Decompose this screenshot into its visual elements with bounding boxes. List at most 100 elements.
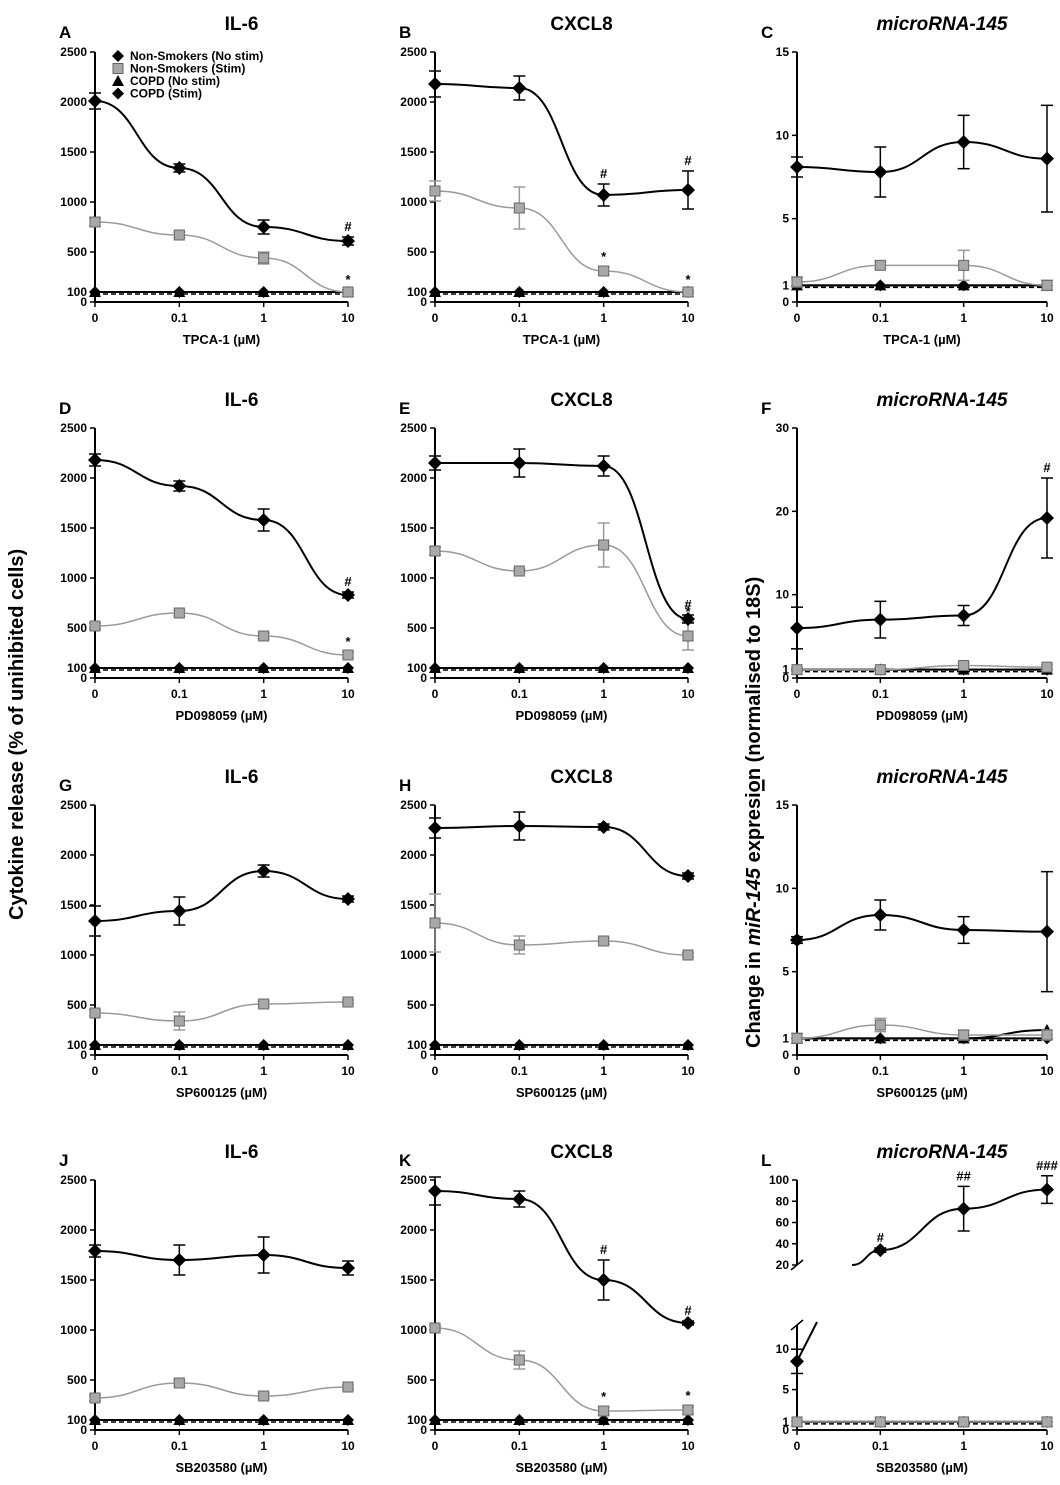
significance-mark: # — [684, 1303, 692, 1318]
data-point — [512, 819, 527, 833]
y-tick-label: 1000 — [400, 195, 427, 209]
y-tick-label: 10 — [776, 1342, 790, 1356]
y-tick-label: 500 — [407, 1373, 427, 1387]
y-tick-label: 1000 — [60, 1323, 87, 1337]
data-point — [258, 630, 270, 642]
series-0 — [429, 1414, 694, 1426]
x-axis-label: SB203580 (µM) — [175, 1460, 267, 1475]
x-tick-label: 0.1 — [171, 1439, 188, 1453]
series-1: ** — [429, 180, 694, 298]
data-point — [957, 279, 970, 292]
panel-letter: J — [59, 1151, 68, 1170]
series-0 — [89, 286, 354, 298]
series-3: ## — [428, 1176, 695, 1330]
series-0 — [89, 1039, 354, 1051]
data-point — [256, 1248, 271, 1262]
series-line — [796, 1029, 1048, 1040]
data-point — [88, 453, 102, 467]
data-point — [874, 1019, 886, 1031]
series-line — [796, 913, 1048, 941]
x-tick-label: 1 — [960, 687, 967, 701]
x-tick-label: 1 — [960, 1064, 967, 1078]
data-point — [429, 662, 441, 674]
legend-marker-diamond — [112, 87, 124, 100]
data-point — [172, 161, 187, 175]
series-line — [94, 1250, 349, 1269]
significance-mark: * — [685, 272, 691, 287]
shared-y-axis-label-left: Cytokine release (% of unihibited cells) — [6, 548, 28, 920]
data-point — [88, 914, 102, 928]
panel-title: microRNA-145 — [877, 390, 1008, 411]
series-line — [94, 100, 349, 242]
data-point — [874, 664, 886, 676]
panel-letter: L — [761, 1151, 771, 1170]
data-point — [341, 892, 355, 906]
y-tick-label: 100 — [67, 661, 87, 675]
data-point — [173, 1414, 186, 1426]
significance-mark: # — [684, 153, 692, 168]
significance-mark: * — [685, 1388, 691, 1403]
series-line — [434, 544, 689, 637]
y-tick-label: 2000 — [60, 471, 87, 485]
y-tick-label: 0 — [782, 1048, 789, 1062]
x-tick-label: 10 — [681, 311, 695, 325]
x-tick-label: 1 — [260, 1064, 267, 1078]
data-point — [596, 188, 611, 202]
y-tick-label: 100 — [407, 1038, 427, 1052]
y-tick-label: 1500 — [60, 145, 87, 159]
x-axis-label: SP600125 (µM) — [176, 1085, 267, 1100]
series-line-low — [796, 1321, 818, 1362]
y-tick-label: 0 — [420, 1048, 427, 1062]
series-line — [435, 461, 689, 620]
y-tick-label: 30 — [776, 421, 790, 435]
y-tick-label: 5 — [782, 212, 789, 226]
y-tick-label: 0 — [782, 671, 789, 685]
data-point — [790, 933, 804, 947]
data-point — [873, 1243, 888, 1258]
y-tick-label: 500 — [407, 245, 427, 259]
series-3 — [88, 864, 355, 937]
y-tick-label: 1000 — [60, 195, 87, 209]
data-point — [429, 545, 441, 557]
data-point — [791, 1032, 803, 1044]
data-point — [1040, 511, 1054, 525]
y-tick-label: 1000 — [60, 948, 87, 962]
y-tick-label: 0 — [420, 1423, 427, 1437]
x-tick-label: 0.1 — [511, 687, 528, 701]
series-1 — [89, 1377, 354, 1404]
panel-letter: G — [59, 776, 72, 795]
panel-letter: B — [399, 23, 411, 42]
y-tick-label: 100 — [67, 1413, 87, 1427]
significance-mark: * — [685, 604, 691, 619]
x-tick-label: 10 — [681, 1064, 695, 1078]
series-line — [797, 664, 1048, 671]
x-tick-label: 10 — [1040, 311, 1054, 325]
x-tick-label: 10 — [1040, 687, 1054, 701]
data-point — [1041, 1029, 1053, 1041]
y-tick-label: 1500 — [400, 521, 427, 535]
series-1 — [429, 893, 694, 961]
data-point — [342, 286, 354, 298]
y-tick-label: 0 — [782, 295, 789, 309]
data-point — [173, 1039, 186, 1051]
x-tick-label: 1 — [260, 311, 267, 325]
x-tick-label: 1 — [600, 311, 607, 325]
series-line — [434, 83, 689, 197]
x-tick-label: 1 — [260, 1439, 267, 1453]
data-point — [172, 479, 187, 493]
significance-mark: ## — [956, 1168, 971, 1183]
significance-mark: * — [601, 249, 607, 264]
series-0 — [429, 662, 694, 674]
series-line — [434, 190, 689, 293]
x-axis-label: PD098059 (µM) — [515, 708, 607, 723]
x-tick-label: 0.1 — [872, 311, 889, 325]
data-point — [341, 234, 355, 248]
panel-letter: A — [59, 23, 71, 42]
y-tick-label: 1500 — [60, 521, 87, 535]
data-point — [429, 917, 441, 929]
